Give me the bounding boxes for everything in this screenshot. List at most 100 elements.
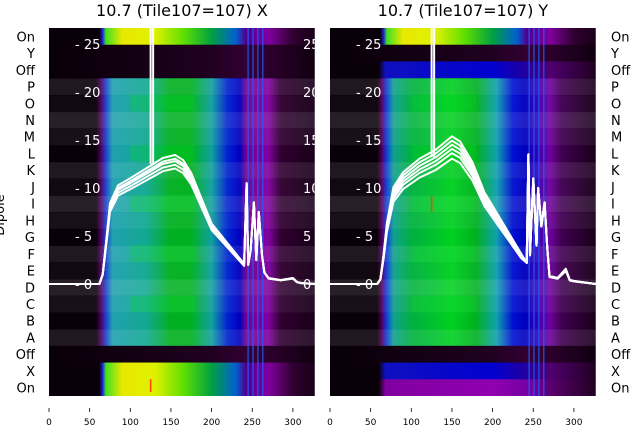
row-label: J <box>30 181 35 196</box>
row-label: P <box>611 81 619 96</box>
row-label: On <box>17 382 35 397</box>
row-label: M <box>611 131 622 146</box>
x-tick-label: 50 <box>365 418 377 428</box>
row-label: J <box>610 181 615 196</box>
heatmap-row <box>49 61 315 79</box>
row-label: I <box>611 198 615 213</box>
row-label: K <box>611 164 620 179</box>
x-tick-label: 150 <box>162 418 179 428</box>
heatmap-row-highlight <box>411 94 477 112</box>
row-label: X <box>26 365 35 380</box>
row-label: Off <box>16 348 36 363</box>
row-label: D <box>611 281 621 296</box>
heatmap-row-highlight <box>130 145 196 162</box>
heatmap-row <box>330 61 596 79</box>
heatmap-stripe <box>538 28 540 396</box>
row-label: O <box>25 97 35 112</box>
overlay-ytick-label: - 5 <box>75 230 92 245</box>
heatmap-row <box>330 345 596 364</box>
row-label: On <box>611 382 629 397</box>
x-tick-label: 300 <box>284 418 301 428</box>
overlay-ytick-label: - 20 <box>356 86 381 101</box>
heatmap-row-highlight <box>130 195 196 212</box>
heatmap-row <box>49 329 315 347</box>
x-tick-label: 100 <box>122 418 139 428</box>
heatmap-row <box>330 329 596 347</box>
row-label: B <box>26 315 35 330</box>
overlay-ytick-label-right: 20 <box>303 86 320 101</box>
y-axis-label: Dipole <box>0 194 8 235</box>
row-label: N <box>611 114 621 129</box>
panel-1: - 25 - 20 - 15 - 10 - 5 - 0 <box>330 28 596 396</box>
row-label: Off <box>611 64 631 79</box>
x-tick-label: 250 <box>525 418 542 428</box>
row-label: E <box>611 265 619 280</box>
row-label: L <box>28 147 36 162</box>
overlay-ytick-label: - 0 <box>75 278 92 293</box>
row-label: G <box>611 231 621 246</box>
overlay-line <box>49 154 315 285</box>
row-label: Off <box>16 64 36 79</box>
overlay-ytick-label: - 25 <box>75 38 100 53</box>
heatmap-row <box>330 379 596 396</box>
x-tick-label: 0 <box>46 418 52 428</box>
overlay-ytick-label: - 5 <box>356 230 373 245</box>
overlay-ytick-label: - 15 <box>75 134 100 149</box>
panel-title: 10.7 (Tile107=107) Y <box>378 1 549 20</box>
row-label: B <box>611 315 620 330</box>
row-label: E <box>27 265 35 280</box>
overlay-ytick-label: - 25 <box>356 38 381 53</box>
row-label: A <box>611 331 620 346</box>
row-label: Y <box>610 47 619 62</box>
row-label: L <box>611 147 619 162</box>
overlay-ytick-label-right: 0 <box>303 278 311 293</box>
row-label: X <box>611 365 620 380</box>
overlay-ytick-label: - 15 <box>356 134 381 149</box>
row-label: M <box>24 131 35 146</box>
row-label: I <box>31 198 35 213</box>
heatmap-row <box>330 111 596 129</box>
heatmap-row <box>49 111 315 129</box>
heatmap-row <box>49 262 315 280</box>
row-label: On <box>17 30 35 45</box>
row-label: H <box>611 214 621 229</box>
x-tick-label: 200 <box>203 418 220 428</box>
row-label: P <box>27 81 35 96</box>
heatmap-row <box>330 362 596 380</box>
heatmap-row-highlight <box>130 94 196 112</box>
heatmap-row-highlight <box>411 195 477 212</box>
overlay-ytick-label-right: 25 <box>303 38 320 53</box>
overlay-ytick-label-right: 15 <box>303 134 320 149</box>
heatmap-row-highlight <box>411 295 477 313</box>
row-label: K <box>26 164 35 179</box>
heatmap-stripe <box>262 28 264 396</box>
overlay-ytick-label: - 10 <box>356 182 381 197</box>
x-tick-label: 150 <box>443 418 460 428</box>
heatmap-row <box>330 212 596 230</box>
x-tick-label: 300 <box>565 418 582 428</box>
row-label: A <box>26 331 35 346</box>
x-tick-label: 250 <box>244 418 261 428</box>
overlay-ytick-label-right: 5 <box>303 230 311 245</box>
heatmap-row <box>49 312 315 330</box>
x-tick-label: 200 <box>484 418 501 428</box>
heatmap-row-highlight <box>130 245 196 263</box>
heatmap-row-highlight <box>130 295 196 313</box>
heatmap-row-highlight <box>411 245 477 263</box>
row-label: O <box>611 97 621 112</box>
panel-0: - 25 25 - 20 20 - 15 15 - 10 10 - 5 5 - 0 0 <box>49 28 320 396</box>
row-label: Y <box>26 47 35 62</box>
heatmap-row <box>330 312 596 330</box>
row-label: C <box>611 298 620 313</box>
overlay-ytick-label: - 10 <box>75 182 100 197</box>
row-label: N <box>25 114 35 129</box>
heatmap-row <box>49 212 315 230</box>
row-label: D <box>25 281 35 296</box>
row-label: F <box>28 248 35 263</box>
heatmap-row <box>330 161 596 180</box>
heatmap-row <box>49 362 315 380</box>
heatmap-row <box>49 345 315 364</box>
overlay-ytick-label: - 0 <box>356 278 373 293</box>
